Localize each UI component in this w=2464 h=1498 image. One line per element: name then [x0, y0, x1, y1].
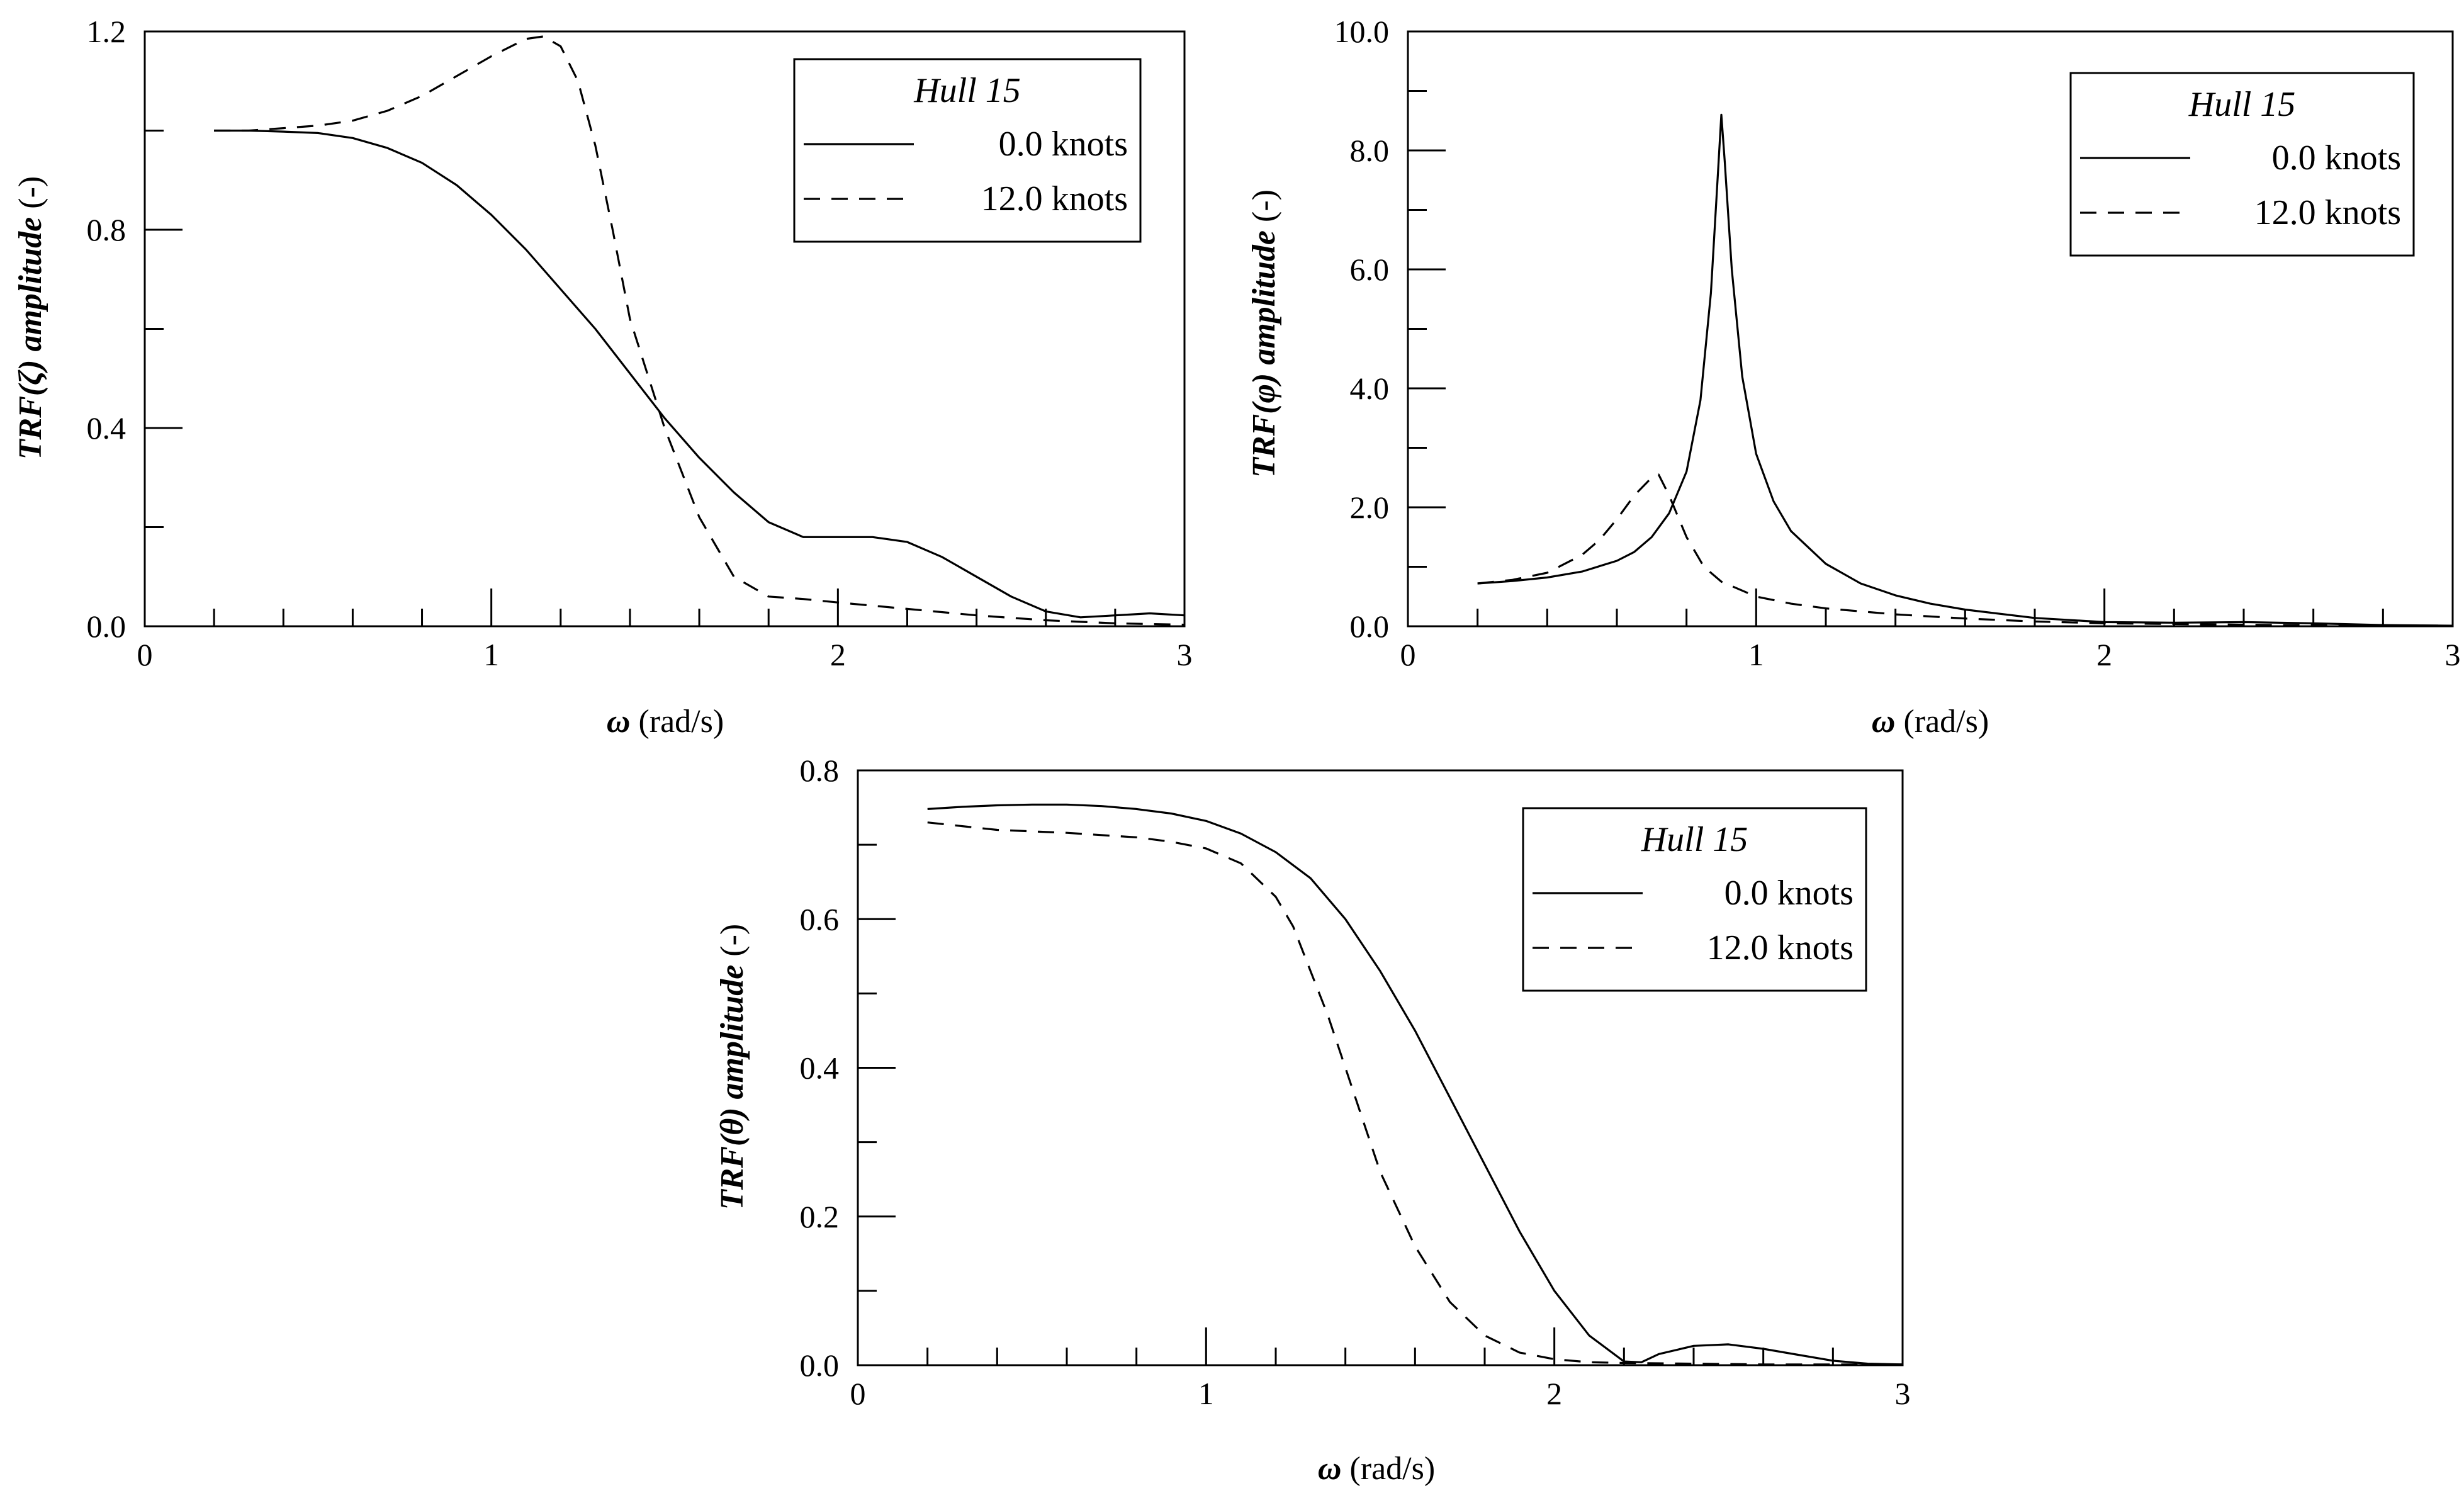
legend-entry-label: 0.0 knots [2272, 138, 2401, 177]
y-axis-title: TRF(ζ) amplitude (-) [13, 176, 48, 459]
x-tick-label: 3 [1895, 1376, 1911, 1411]
y-tick-label: 0.0 [87, 609, 127, 644]
x-axis-title: ω (rad/s) [1318, 1451, 1435, 1487]
y-tick-label: 10.0 [1334, 14, 1390, 49]
series-line-12-knots [927, 821, 1903, 1366]
legend-entry-label: 12.0 knots [981, 179, 1128, 218]
legend: Hull 15 0.0 knots 12.0 knots [793, 58, 1142, 243]
pitch-trf-chart: ω (rad/s) TRF(θ) amplitude (-) 0 1 2 3 0.0 0.… [714, 753, 1911, 1487]
series-line-12-knots [1477, 473, 2453, 627]
x-tick-label: 1 [1198, 1376, 1214, 1411]
heave-trf-chart: ω (rad/s) TRF(ζ) amplitude (-) 0 1 2 3 0.0 0.… [13, 14, 1193, 740]
legend-box [2069, 72, 2415, 257]
legend: Hull 15 0.0 knots 12.0 knots [1522, 807, 1867, 992]
legend-entry-label: 12.0 knots [2254, 193, 2401, 232]
svg-text:ω (rad/s): ω (rad/s) [1318, 1451, 1435, 1487]
legend-box [793, 58, 1142, 243]
x-tick-label: 3 [1177, 637, 1193, 672]
y-tick-label: 0.0 [800, 1348, 840, 1383]
legend-entry-label: 0.0 knots [1724, 874, 1854, 913]
series-line-0-knots [1477, 113, 2453, 627]
svg-text:ω (rad/s): ω (rad/s) [1872, 704, 1989, 740]
x-tick-label: 0 [850, 1376, 866, 1411]
svg-text:TRF(φ) amplitude (-): TRF(φ) amplitude (-) [1246, 189, 1282, 478]
legend-title: Hull 15 [2188, 85, 2296, 124]
x-tick-label: 3 [2445, 637, 2461, 672]
y-tick-label: 1.2 [87, 14, 127, 49]
y-tick-label: 0.0 [1350, 609, 1390, 644]
x-tick-label: 2 [2096, 637, 2112, 672]
y-tick-label: 0.6 [800, 901, 840, 937]
y-tick-label: 8.0 [1350, 133, 1390, 168]
y-tick-label: 0.4 [800, 1050, 840, 1086]
y-axis-title: TRF(φ) amplitude (-) [1246, 189, 1282, 478]
legend-entry-label: 12.0 knots [1707, 928, 1854, 967]
x-tick-label: 2 [830, 637, 846, 672]
series-line-0-knots [927, 803, 1903, 1366]
x-tick-label: 1 [1748, 637, 1764, 672]
legend-box [1522, 807, 1867, 992]
x-tick-label: 0 [137, 637, 153, 672]
x-tick-label: 0 [1400, 637, 1416, 672]
y-tick-label: 0.8 [87, 212, 127, 247]
y-tick-label: 0.8 [800, 753, 840, 788]
roll-trf-chart: ω (rad/s) TRF(φ) amplitude (-) 0 1 2 3 0.0 2.… [1246, 14, 2461, 740]
legend: Hull 15 0.0 knots 12.0 knots [2069, 72, 2415, 257]
legend-title: Hull 15 [1641, 820, 1748, 859]
y-tick-label: 4.0 [1350, 371, 1390, 406]
svg-text:TRF(θ) amplitude (-): TRF(θ) amplitude (-) [714, 924, 750, 1210]
x-axis-title: ω (rad/s) [1872, 704, 1989, 740]
legend-title: Hull 15 [913, 71, 1021, 110]
y-axis-title: TRF(θ) amplitude (-) [714, 924, 750, 1210]
svg-text:TRF(ζ) amplitude (-): TRF(ζ) amplitude (-) [13, 176, 48, 459]
legend-entry-label: 0.0 knots [999, 125, 1128, 164]
series-line-0-knots [214, 129, 1185, 619]
x-tick-label: 2 [1546, 1376, 1562, 1411]
x-tick-label: 1 [483, 637, 499, 672]
svg-text:ω (rad/s): ω (rad/s) [607, 704, 724, 740]
y-tick-label: 0.4 [87, 410, 127, 446]
series-line-12-knots [214, 35, 1185, 626]
y-tick-label: 2.0 [1350, 490, 1390, 525]
x-axis-title: ω (rad/s) [607, 704, 724, 740]
y-tick-label: 0.2 [800, 1199, 840, 1234]
y-tick-label: 6.0 [1350, 252, 1390, 287]
